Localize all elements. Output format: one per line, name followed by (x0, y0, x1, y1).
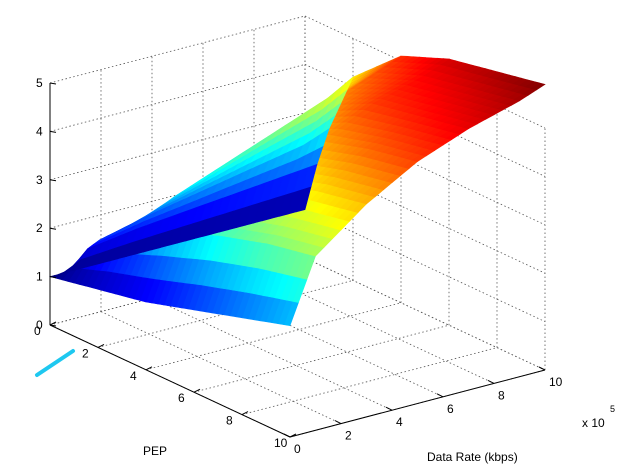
floor-grid-y (100, 311, 342, 424)
y-tick (538, 366, 546, 371)
x-tick (193, 388, 201, 393)
y-tick (283, 433, 291, 438)
z-tick (49, 276, 57, 279)
x-tick (145, 366, 153, 371)
z-tick-label: 2 (36, 221, 43, 235)
x-tick (97, 343, 105, 348)
wall-grid-z (49, 64, 306, 132)
x-tick-label: 6 (178, 391, 185, 405)
y-tick-label: 6 (447, 402, 454, 416)
x-tick-label: 4 (130, 369, 137, 383)
axes-box (49, 82, 546, 438)
y-tick-label: 8 (498, 388, 505, 402)
x-tick (289, 433, 297, 438)
x-axis-label: PEP (143, 444, 167, 458)
cursor-line (35, 349, 75, 377)
z-tick-label: 3 (36, 173, 43, 187)
y-tick-label: 0 (294, 442, 301, 456)
wall2-grid-z (304, 257, 546, 371)
z-tick (49, 324, 57, 327)
z-tick (49, 130, 57, 133)
z-tick (49, 82, 57, 85)
z-tick (49, 227, 57, 230)
x-tick (241, 411, 249, 416)
x-tick-label: 8 (226, 414, 233, 428)
y-tick-label: 10 (549, 375, 563, 389)
x-tick-label: 0 (34, 324, 41, 338)
x-tick-label: 2 (82, 346, 89, 360)
y-axis-label: Data Rate (kbps) (427, 450, 518, 464)
y-tick (487, 379, 495, 384)
surface (48, 55, 546, 327)
tick-labels: 0 2 4 6 8 10 0 2 4 6 8 10 0 1 2 3 4 5 (34, 76, 563, 456)
z-tick (49, 179, 57, 182)
y-tick-label: 4 (396, 415, 403, 429)
y-axis-line (289, 369, 546, 438)
wall-grid-z (49, 15, 306, 84)
y-axis-multiplier-exponent: 5 (610, 404, 615, 414)
x-tick (49, 321, 57, 326)
z-tick-label: 5 (36, 76, 43, 90)
z-tick-label: 1 (36, 270, 43, 284)
y-tick (436, 393, 444, 398)
y-tick (385, 406, 393, 411)
surface-patch (296, 186, 312, 213)
y-axis-multiplier: x 10 (582, 416, 605, 430)
z-tick-label: 0 (36, 318, 43, 332)
y-tick (334, 420, 342, 425)
floor-grid-y (151, 297, 393, 411)
z-tick-label: 4 (36, 124, 43, 138)
x-tick-label: 10 (274, 436, 288, 450)
wall2-grid-z (304, 209, 546, 322)
x-axis-line (49, 324, 291, 438)
y-tick-label: 2 (345, 429, 352, 443)
